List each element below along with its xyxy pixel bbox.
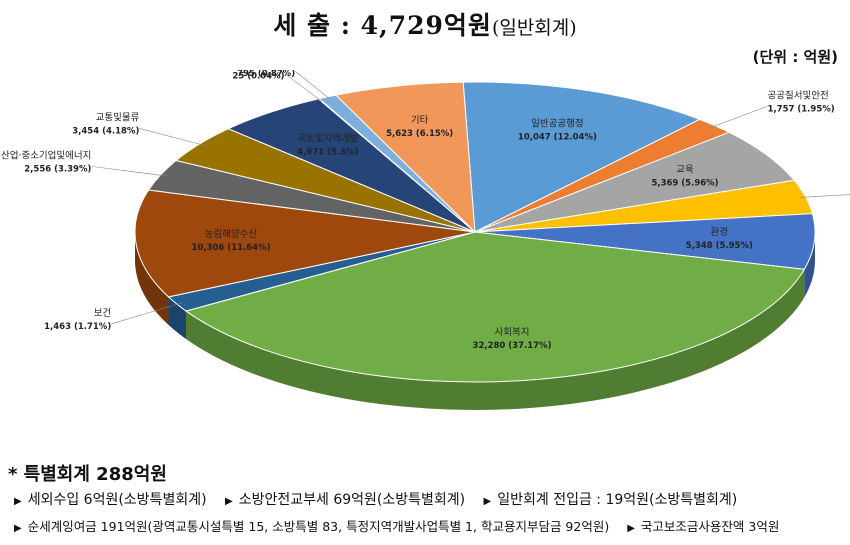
slice-일반공공행정 [462,81,701,233]
chart-title: 세 출 : 4,729억원(일반회계) [0,6,850,42]
leader-교통및물류 [139,128,206,146]
label-산업-중소기업및에너지: 산업·중소기업및에너지 [1,149,91,161]
label-사회복지: 사회복지 [495,327,530,338]
value-예비비: 795 (0.87%) [237,70,295,79]
label-기타: 기타 [411,115,429,126]
label-국토및지역개발: 국토및지역개발 [297,133,358,145]
title-main: 세 출 : 4,729억원 [273,11,492,40]
label-농림해양수산: 농림해양수산 [205,228,258,240]
value-산업-중소기업및에너지: 2,556 (3.39%) [24,164,91,174]
value-국토및지역개발: 4,671 (5.3%) [297,148,358,158]
arrow-icon: ▶ [14,496,22,507]
side-보건 [168,296,187,340]
unit-label: (단위 : 억원) [752,48,838,66]
note-item: 순세계잉여금 191억원(광역교통시설특별 15, 소방특별 83, 특정지역개… [27,519,610,534]
label-환경: 환경 [711,226,728,238]
title-sub: (일반회계) [491,17,577,39]
leader-보건 [111,302,183,325]
arrow-icon: ▶ [14,523,22,534]
slice-labels: 일반공공행정 10,047 (12.04%) 공공질서및안전 1,757 (1.95%… [1,70,835,351]
note-item: 국고보조금사용잔액 3억원 [640,519,780,534]
label-보건: 보건 [94,308,111,319]
arrow-icon: ▶ [225,496,233,507]
leader-lines [91,70,850,325]
label-교육: 교육 [676,165,694,176]
value-교육: 5,369 (5.96%) [651,179,718,189]
note-row-1: ▶ 세외수입 6억원(소방특별회계) ▶ 소방안전교부세 69억원(소방특별회계) … [14,488,793,515]
value-공공질서및안전: 1,757 (1.95%) [768,104,835,114]
note-item: 소방안전교부세 69억원(소방특별회계) [238,492,466,508]
label-교통및물류: 교통및물류 [96,111,140,123]
value-농림해양수산: 10,306 (11.64%) [192,243,271,253]
pie-chart: 일반공공행정 10,047 (12.04%) 공공질서및안전 1,757 (1.95%… [1,70,850,410]
leader-문화및관광 [798,194,850,198]
slice-환경 [474,213,816,270]
pie-side-walls [135,232,815,410]
value-기타: 5,623 (6.15%) [386,129,453,139]
pie-top-slices [134,81,816,383]
side-환경 [804,232,815,298]
value-환경: 5,348 (5.95%) [686,241,753,251]
value-과학기술: 25 (0.04%) [232,71,284,81]
special-account-notes: ▶ 세외수입 6억원(소방특별회계) ▶ 소방안전교부세 69억원(소방특별회계) … [14,488,793,542]
slice-교육 [474,131,796,233]
side-농림해양수산 [135,232,169,325]
leader-산업-중소기업및에너지 [91,166,167,177]
note-item: 일반회계 전입금 : 19억원(소방특별회계) [497,492,738,508]
leader-공공질서및안전 [709,105,768,129]
label-공공질서및안전: 공공질서및안전 [768,89,829,101]
note-row-2: ▶ 순세계잉여금 191억원(광역교통시설특별 15, 소방특별 83, 특정지역… [14,515,793,542]
side-사회복지 [186,269,805,410]
slice-사회복지 [184,231,806,383]
note-item: 세외수입 6억원(소방특별회계) [27,492,207,508]
leader-과학기술 [284,73,323,102]
value-교통및물류: 3,454 (4.18%) [72,126,139,136]
leader-예비비 [294,70,331,100]
value-사회복지: 32,280 (37.17%) [473,341,552,351]
arrow-icon: ▶ [627,523,635,534]
arrow-icon: ▶ [483,496,492,507]
label-일반공공행정: 일반공공행정 [531,117,583,129]
special-account-heading: * 특별회계 288억원 [8,464,167,485]
slice-기타 [334,81,476,234]
value-보건: 1,463 (1.71%) [44,322,111,332]
slice-농림해양수산 [134,189,476,298]
value-일반공공행정: 10,047 (12.04%) [518,132,597,142]
